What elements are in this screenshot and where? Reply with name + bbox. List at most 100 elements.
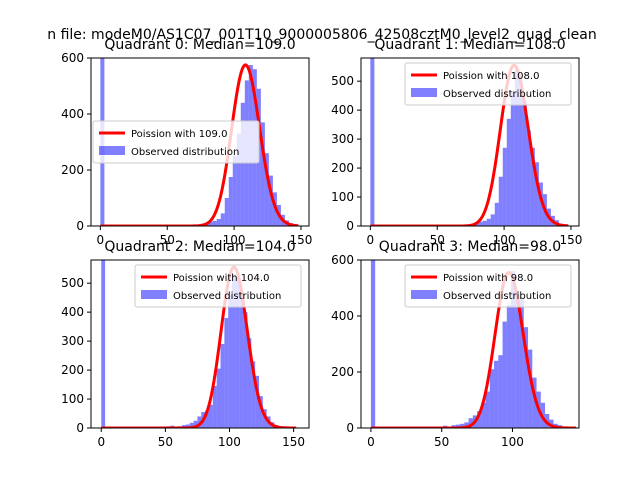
y-tick-label: 200 bbox=[61, 363, 84, 377]
y-tick-label: 500 bbox=[61, 276, 84, 290]
x-tick-label: 0 bbox=[97, 233, 105, 247]
legend: Poission with 104.0 Observed distribution bbox=[134, 264, 302, 308]
y-tick-label: 0 bbox=[76, 219, 84, 233]
y-tick-label: 300 bbox=[61, 334, 84, 348]
y-tick-label: 400 bbox=[331, 309, 354, 323]
histogram-bar bbox=[220, 213, 225, 226]
histogram-bar bbox=[232, 156, 237, 226]
histogram-bar bbox=[239, 291, 244, 428]
histogram-bar bbox=[515, 290, 520, 428]
y-tick-label: 400 bbox=[61, 107, 84, 121]
legend-hist-swatch bbox=[141, 290, 167, 299]
histogram-bar bbox=[498, 176, 503, 226]
figure-suptitle: n file: modeM0/AS1C07_001T10_9000005806_… bbox=[47, 27, 596, 43]
x-tick-label: 0 bbox=[367, 233, 375, 247]
histogram-bar bbox=[220, 344, 225, 428]
histogram-bar bbox=[514, 69, 519, 226]
histogram-bar bbox=[506, 304, 512, 428]
histogram-bar bbox=[522, 101, 527, 226]
histogram-bar bbox=[216, 368, 221, 428]
histogram-bar bbox=[489, 369, 495, 428]
histogram-bar bbox=[549, 419, 554, 428]
histogram-bar bbox=[528, 349, 533, 428]
plot-area bbox=[101, 260, 297, 428]
y-tick-label: 500 bbox=[331, 74, 354, 88]
legend: Poission with 108.0 Observed distribution bbox=[404, 62, 572, 106]
x-tick-label: 150 bbox=[282, 435, 305, 449]
x-tick-label: 100 bbox=[493, 233, 516, 247]
legend-label-observed: Observed distribution bbox=[173, 291, 281, 302]
legend-box bbox=[404, 62, 572, 106]
histogram-bar bbox=[255, 375, 259, 428]
histogram-bar bbox=[212, 220, 217, 226]
histogram-bar bbox=[260, 122, 265, 226]
histogram-bar bbox=[485, 391, 490, 428]
histogram-bar bbox=[502, 147, 507, 226]
histogram-bar bbox=[460, 423, 465, 428]
histogram-bar bbox=[523, 327, 529, 428]
axes-frame bbox=[360, 57, 580, 227]
x-tick-label: 0 bbox=[367, 435, 375, 449]
histogram-bar bbox=[232, 274, 236, 428]
histogram-bar bbox=[464, 422, 469, 428]
legend-label-observed: Observed distribution bbox=[131, 147, 239, 158]
histogram-bar bbox=[477, 411, 482, 428]
legend-label-poisson: Poission with 108.0 bbox=[443, 71, 539, 82]
chart-panel-0: 0 50 100 150 0 200 400 600 Quadrant 0: Median=10… bbox=[61, 37, 312, 247]
y-tick-label: 100 bbox=[331, 190, 354, 204]
histogram-bar bbox=[243, 312, 248, 428]
histogram-bar bbox=[538, 182, 543, 226]
axes-frame bbox=[90, 259, 310, 429]
axes-frame bbox=[360, 259, 580, 429]
histogram-bar bbox=[519, 299, 524, 428]
legend-box bbox=[404, 264, 572, 308]
histogram-bar bbox=[370, 260, 376, 428]
poisson-curve bbox=[370, 271, 577, 428]
histogram-bar bbox=[482, 220, 487, 226]
legend-label-poisson: Poission with 109.0 bbox=[131, 129, 227, 140]
histogram-bar bbox=[189, 422, 194, 428]
x-tick-label: 50 bbox=[430, 233, 445, 247]
x-tick-label: 100 bbox=[218, 435, 241, 449]
histogram-bar bbox=[518, 81, 523, 226]
histogram-bar bbox=[502, 321, 507, 428]
histogram-bar bbox=[370, 58, 375, 226]
legend-hist-swatch bbox=[411, 290, 437, 299]
x-tick-label: 50 bbox=[160, 233, 175, 247]
x-tick-label: 150 bbox=[290, 233, 313, 247]
legend-box bbox=[134, 264, 302, 308]
y-tick-label: 300 bbox=[331, 132, 354, 146]
histogram-bar bbox=[228, 294, 233, 428]
y-tick-label: 400 bbox=[61, 305, 84, 319]
y-tick-label: 0 bbox=[346, 421, 354, 435]
histogram-bar bbox=[481, 402, 486, 428]
y-tick-label: 200 bbox=[331, 161, 354, 175]
histogram-bar bbox=[197, 416, 202, 428]
histogram-bar bbox=[526, 130, 531, 226]
panel-title: Quadrant 1: Median=108.0 bbox=[374, 37, 565, 53]
legend: Poission with 98.0 Observed distribution bbox=[404, 264, 572, 308]
histogram-bar bbox=[235, 277, 240, 428]
histogram-bar bbox=[486, 218, 491, 226]
histogram-bar bbox=[490, 214, 495, 226]
histogram-bar bbox=[258, 396, 263, 428]
histogram-bar bbox=[455, 424, 461, 428]
histogram-bar bbox=[101, 260, 106, 428]
histogram-bar bbox=[494, 360, 499, 428]
histogram-bar bbox=[185, 424, 190, 428]
histogram-bar bbox=[247, 338, 252, 428]
histogram-bar bbox=[216, 219, 221, 226]
histogram-bar bbox=[498, 355, 503, 428]
y-tick-label: 200 bbox=[61, 163, 84, 177]
histogram-bar bbox=[224, 198, 229, 226]
panel-title: Quadrant 0: Median=109.0 bbox=[104, 37, 295, 53]
y-tick-label: 100 bbox=[61, 392, 84, 406]
legend-box bbox=[92, 120, 260, 164]
x-tick-label: 50 bbox=[158, 435, 173, 449]
x-tick-label: 0 bbox=[97, 435, 105, 449]
y-tick-label: 400 bbox=[331, 103, 354, 117]
histogram-bar bbox=[264, 153, 269, 226]
y-tick-label: 600 bbox=[331, 253, 354, 267]
histogram-bar bbox=[506, 118, 511, 226]
